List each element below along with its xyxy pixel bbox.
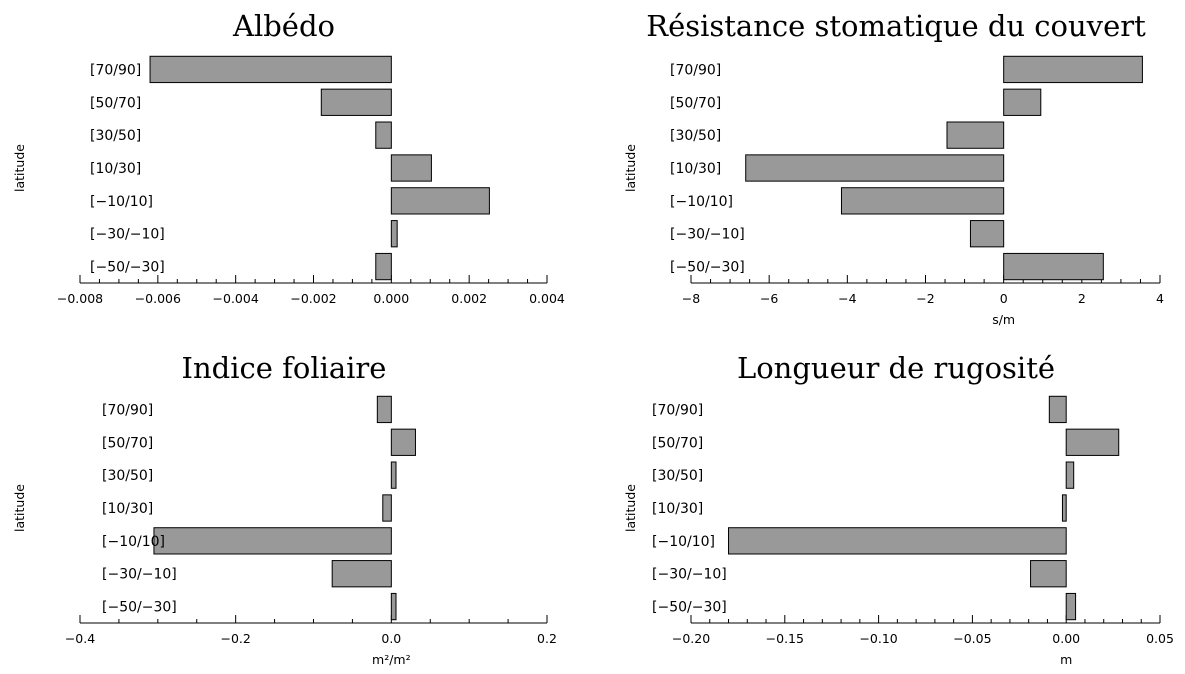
category-label: [70/90] (652, 402, 703, 418)
category-label: [50/70] (670, 95, 721, 111)
x-tick-label: 0 (1000, 291, 1008, 306)
bar (728, 527, 1067, 555)
category-label: [−10/10] (652, 534, 715, 550)
bar (946, 121, 1005, 149)
chart-title: Indice foliaire (182, 351, 387, 385)
x-tick-label: 0.002 (451, 291, 487, 306)
chart-panel-3: Indice foliaire latitude −0.4 −0.2 0.0 0.2 m²/… (12, 351, 557, 667)
category-label: [10/30] (670, 161, 721, 177)
chart-title: Résistance stomatique du couvert (646, 9, 1146, 43)
bar (1065, 592, 1077, 621)
category-label: [−50/−30] (670, 260, 745, 276)
category-label: [−30/−10] (90, 227, 165, 243)
bar (390, 428, 416, 456)
category-label: [70/90] (670, 62, 721, 78)
bar (390, 154, 432, 182)
bar (1065, 428, 1120, 456)
x-tick-label: −0.4 (65, 631, 95, 646)
x-tick-label: −0.05 (953, 631, 991, 646)
y-axis-label: latitude (623, 484, 638, 532)
category-label: [10/30] (652, 501, 703, 517)
category-label: [30/50] (670, 128, 721, 144)
bar (375, 252, 392, 281)
bar (1061, 494, 1067, 522)
category-label: [10/30] (102, 501, 153, 517)
x-axis-label: m (1060, 652, 1072, 667)
x-tick-label: −0.10 (859, 631, 897, 646)
category-label: [−30/−10] (102, 567, 177, 583)
category-label: [10/30] (90, 161, 141, 177)
category-label: [30/50] (102, 468, 153, 484)
x-axis-label: s/m (992, 312, 1015, 327)
bar (1003, 88, 1042, 116)
category-label: [−30/−10] (670, 227, 745, 243)
bar (969, 220, 1005, 248)
bar (390, 220, 398, 248)
x-tick-label: −6 (760, 291, 778, 306)
bar (153, 527, 392, 555)
category-label: [50/70] (90, 95, 141, 111)
bar (840, 187, 1005, 215)
bar (1003, 55, 1143, 84)
x-tick-label: −0.004 (213, 291, 259, 306)
category-label: [−10/10] (90, 194, 153, 210)
bar (745, 154, 1005, 182)
category-label: [−50/−30] (90, 260, 165, 276)
bar (390, 461, 397, 489)
bar (320, 88, 392, 116)
x-axis-label: m²/m² (372, 652, 411, 667)
bar (1003, 252, 1104, 281)
bar (390, 187, 490, 215)
category-label: [−30/−10] (652, 567, 727, 583)
x-tick-label: 0.05 (1146, 631, 1174, 646)
x-tick-label: −0.006 (135, 291, 181, 306)
x-tick-label: −0.2 (220, 631, 250, 646)
chart-title: Longueur de rugosité (737, 351, 1055, 385)
category-label: [50/70] (652, 435, 703, 451)
category-label: [70/90] (90, 62, 141, 78)
x-tick-label: −8 (682, 291, 700, 306)
bar (1030, 560, 1067, 588)
x-tick-label: 0.00 (1052, 631, 1080, 646)
y-axis-label: latitude (12, 144, 27, 192)
x-tick-label: −4 (838, 291, 856, 306)
y-axis-label: latitude (623, 144, 638, 192)
bar (376, 395, 392, 424)
x-tick-label: 4 (1156, 291, 1164, 306)
bar (331, 560, 392, 588)
bar (1065, 461, 1075, 489)
bar (382, 494, 392, 522)
y-axis-label: latitude (12, 484, 27, 532)
bar (375, 121, 392, 149)
category-label: [50/70] (102, 435, 153, 451)
bar (390, 592, 397, 621)
x-tick-label: −2 (916, 291, 934, 306)
x-tick-label: 2 (1078, 291, 1086, 306)
bar (1048, 395, 1067, 424)
x-tick-label: 0.000 (373, 291, 409, 306)
chart-panel-1: Albédo latitude −0.008 −0.006 −0.004 −0.002 0.… (12, 9, 565, 306)
x-tick-label: 0.004 (529, 291, 565, 306)
chart-panel-2: Résistance stomatique du couvert latitude… (623, 9, 1164, 327)
category-label: [30/50] (90, 128, 141, 144)
category-label: [−50/−30] (652, 600, 727, 616)
x-tick-label: −0.20 (672, 631, 710, 646)
category-label: [−10/10] (670, 194, 733, 210)
chart-panel-4: Longueur de rugosité latitude −0.20 −0.15 −0… (623, 351, 1174, 667)
category-label: [−10/10] (102, 534, 165, 550)
x-tick-label: −0.002 (290, 291, 336, 306)
x-tick-label: 0.0 (381, 631, 401, 646)
bar (149, 55, 392, 84)
category-label: [70/90] (102, 402, 153, 418)
x-tick-label: −0.008 (57, 291, 103, 306)
x-tick-label: 0.2 (537, 631, 557, 646)
chart-title: Albédo (232, 9, 335, 43)
category-label: [30/50] (652, 468, 703, 484)
category-label: [−50/−30] (102, 600, 177, 616)
x-tick-label: −0.15 (766, 631, 804, 646)
